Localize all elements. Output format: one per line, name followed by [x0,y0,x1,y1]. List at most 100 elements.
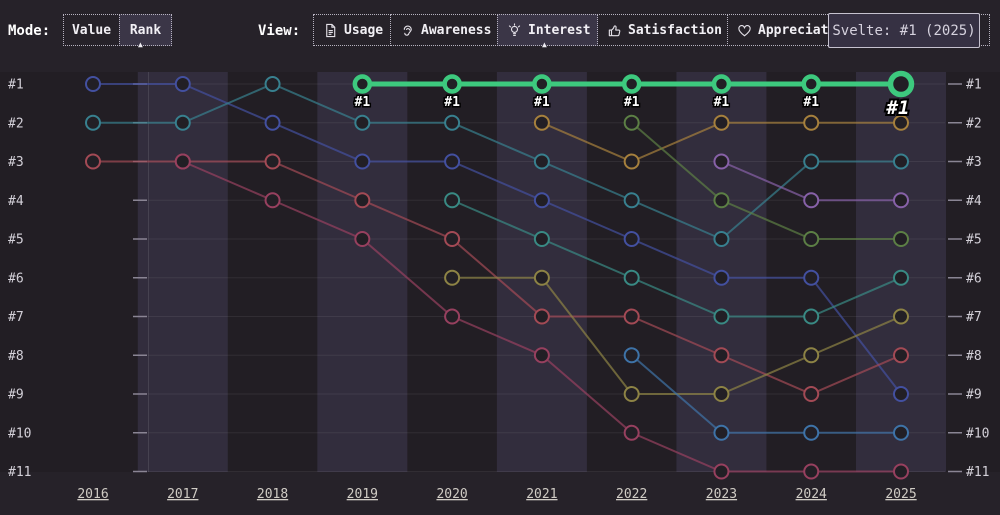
year-label[interactable]: 2019 [347,487,378,502]
year-label[interactable]: 2023 [706,487,737,502]
data-point-purple-2024[interactable] [803,192,820,209]
data-point-red-2018[interactable] [264,153,281,170]
data-point-teal-2021[interactable] [533,153,550,170]
data-point-maroon-2023[interactable] [713,463,730,480]
data-point-indigo-2017[interactable] [174,76,191,92]
data-point-indigo-2019[interactable] [354,153,371,170]
year-label[interactable]: 2022 [616,487,647,502]
rank-label-left: #5 [8,233,24,248]
data-point-red-2019[interactable] [354,192,371,209]
data-point-green2-2023[interactable] [713,192,730,209]
data-point-olive-2023[interactable] [713,386,730,402]
data-point-teal-2024[interactable] [803,153,820,170]
data-point-teal2-2022[interactable] [623,269,640,286]
data-point-blue2-2025[interactable] [893,424,909,441]
data-point-amber-2022[interactable] [623,153,640,170]
year-label[interactable]: 2021 [526,487,557,502]
data-point-teal-2025[interactable] [893,153,909,170]
data-point-teal-2020[interactable] [444,114,461,131]
data-point-olive-2021[interactable] [533,269,550,286]
data-point-indigo-2021[interactable] [533,192,550,209]
view-interest-button[interactable]: Interest [497,14,598,46]
data-point-green2-2024[interactable] [803,231,820,247]
data-point-svelte-2024[interactable] [801,74,821,94]
data-point-purple-2025[interactable] [893,192,909,209]
data-point-maroon-2018[interactable] [264,192,281,209]
rank-label-right: #6 [966,271,982,286]
data-point-teal2-2020[interactable] [444,192,461,209]
data-point-blue2-2022[interactable] [623,347,640,364]
data-point-red-2025[interactable] [893,347,909,364]
year-label[interactable]: 2017 [167,487,198,502]
data-point-blue2-2024[interactable] [803,424,820,441]
data-point-purple-2023[interactable] [713,153,730,170]
year-label[interactable]: 2018 [257,487,288,502]
data-point-indigo-2023[interactable] [713,269,730,286]
year-label[interactable]: 2025 [885,487,916,502]
rank-badge: #1 [624,95,640,110]
data-point-indigo-2016[interactable] [85,76,101,92]
data-point-amber-2023[interactable] [713,114,730,131]
mode-toggle-group: Value Rank [63,14,172,46]
data-point-olive-2022[interactable] [623,386,640,402]
rank-label-left: #1 [8,78,24,93]
data-point-svelte-2022[interactable] [621,74,642,94]
data-point-maroon-2024[interactable] [803,463,820,480]
data-point-red-2023[interactable] [713,347,730,364]
data-point-maroon-2021[interactable] [533,347,550,364]
data-point-indigo-2020[interactable] [444,153,461,170]
data-point-teal2-2025[interactable] [893,269,909,286]
data-point-svelte-2025[interactable] [887,70,915,98]
data-point-red-2020[interactable] [444,231,461,247]
data-point-amber-2024[interactable] [803,114,820,131]
mode-label: Mode: [8,23,51,39]
data-point-olive-2024[interactable] [803,347,820,364]
data-point-red-2021[interactable] [533,308,550,325]
data-point-teal-2018[interactable] [264,76,281,92]
data-point-maroon-2025[interactable] [893,463,909,480]
year-label[interactable]: 2016 [77,487,108,502]
mode-rank-button[interactable]: Rank [119,14,172,46]
data-point-blue2-2023[interactable] [713,424,730,441]
data-point-green2-2025[interactable] [893,231,909,247]
rank-label-right: #1 [966,78,982,93]
data-point-svelte-2019[interactable] [352,74,373,94]
data-point-green2-2022[interactable] [623,114,640,131]
data-point-olive-2020[interactable] [444,269,461,286]
year-label[interactable]: 2024 [796,487,827,502]
data-point-red-2024[interactable] [803,386,820,402]
data-point-indigo-2024[interactable] [803,269,820,286]
chart-area [0,72,1000,472]
data-point-red-2022[interactable] [623,308,640,325]
data-point-teal2-2021[interactable] [533,231,550,247]
data-point-teal-2019[interactable] [354,114,371,131]
data-point-teal2-2024[interactable] [803,308,820,325]
data-point-amber-2025[interactable] [893,114,909,131]
year-label[interactable]: 2020 [436,487,467,502]
data-point-maroon-2022[interactable] [623,424,640,441]
view-awareness-button[interactable]: Awareness [390,14,498,46]
data-point-svelte-2023[interactable] [711,74,732,94]
data-point-maroon-2019[interactable] [354,231,371,247]
chart-tooltip: Svelte: #1 (2025) [828,13,980,48]
data-point-maroon-2017[interactable] [174,153,191,170]
data-point-olive-2025[interactable] [893,308,909,325]
rank-label-left: #3 [8,155,24,170]
data-point-indigo-2018[interactable] [264,114,281,131]
data-point-red-2016[interactable] [85,153,101,170]
mode-value-button[interactable]: Value [63,14,120,46]
rank-label-left: #11 [8,465,31,480]
data-point-teal-2023[interactable] [713,231,730,247]
data-point-indigo-2022[interactable] [623,231,640,247]
data-point-teal-2022[interactable] [623,192,640,209]
data-point-amber-2021[interactable] [533,114,550,131]
data-point-indigo-2025[interactable] [893,386,909,402]
view-usage-button[interactable]: Usage [313,14,391,46]
data-point-maroon-2020[interactable] [444,308,461,325]
data-point-teal-2016[interactable] [85,114,101,131]
data-point-svelte-2020[interactable] [442,74,462,94]
view-satisfaction-button[interactable]: Satisfaction [597,14,728,46]
data-point-svelte-2021[interactable] [532,74,552,94]
data-point-teal-2017[interactable] [174,114,191,131]
data-point-teal2-2023[interactable] [713,308,730,325]
